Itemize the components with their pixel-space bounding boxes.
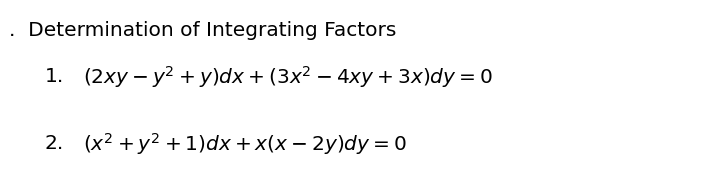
Text: $(2xy - y^2 + y)dx + (3x^2 - 4xy + 3x)dy = 0$: $(2xy - y^2 + y)dx + (3x^2 - 4xy + 3x)dy… — [83, 64, 493, 90]
Text: 2.: 2. — [45, 134, 64, 153]
Text: .  Determination of Integrating Factors: . Determination of Integrating Factors — [9, 21, 396, 40]
Text: $(x^2 + y^2 + 1)dx + x(x - 2y)dy = 0$: $(x^2 + y^2 + 1)dx + x(x - 2y)dy = 0$ — [83, 131, 406, 157]
Text: 1.: 1. — [45, 67, 64, 87]
